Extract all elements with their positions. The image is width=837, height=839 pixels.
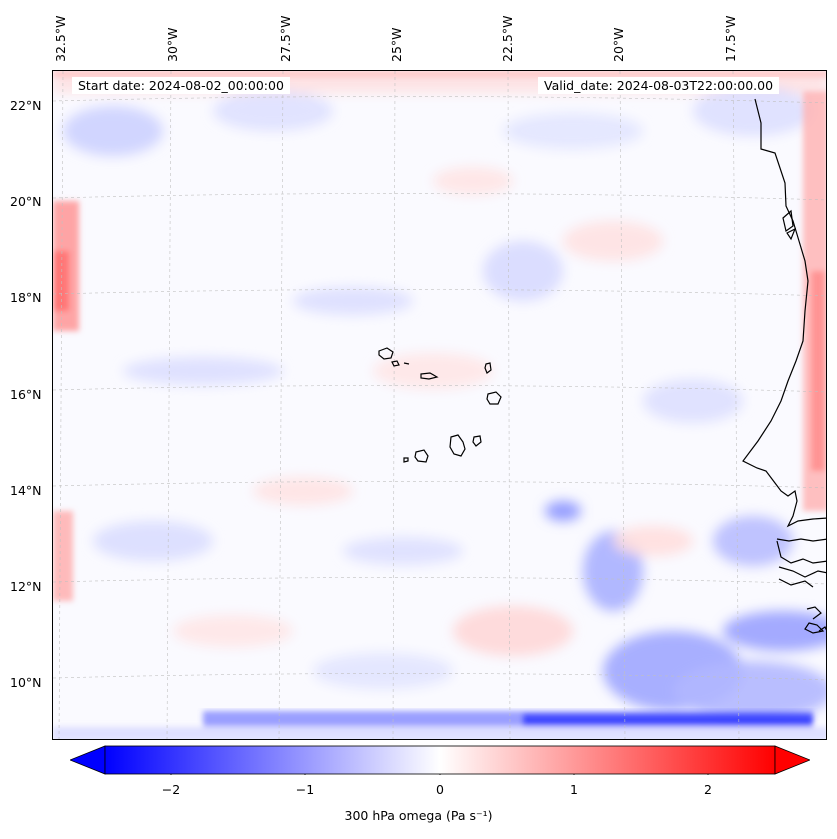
colorbar-tick-minus1: −1	[295, 782, 315, 797]
lon-label-20w: 20°W	[611, 27, 626, 62]
lat-label-22n: 22°N	[10, 98, 42, 113]
omega-field-map	[53, 71, 826, 739]
colorbar-max-extend	[774, 745, 812, 775]
lat-label-12n: 12°N	[10, 579, 42, 594]
lat-label-18n: 18°N	[10, 290, 42, 305]
colorbar	[68, 745, 812, 779]
lat-label-10n: 10°N	[10, 675, 42, 690]
valid-date-label: Valid_date: 2024-08-03T22:00:00.00	[538, 77, 780, 94]
colorbar-min-extend	[68, 745, 106, 775]
map-panel	[52, 70, 827, 740]
colorbar-tick-minus2: −2	[161, 782, 181, 797]
colorbar-tick-1: 1	[570, 782, 578, 797]
african-coastline	[742, 98, 826, 634]
lat-label-20n: 20°N	[10, 194, 42, 209]
lon-label-32-5w: 32.5°W	[53, 15, 68, 62]
omega-contours	[53, 71, 826, 721]
lon-label-25w: 25°W	[389, 27, 404, 62]
lon-label-22-5w: 22.5°W	[500, 15, 515, 62]
lat-label-16n: 16°N	[10, 387, 42, 402]
colorbar-tick-2: 2	[704, 782, 712, 797]
boundary-strips	[53, 71, 826, 601]
cape-verde-islands	[378, 347, 502, 463]
lat-label-14n: 14°N	[10, 483, 42, 498]
colorbar-svg	[68, 745, 812, 779]
lon-label-30w: 30°W	[165, 27, 180, 62]
colorbar-gradient	[104, 745, 776, 775]
bottom-blue-band	[53, 711, 826, 739]
graticule	[53, 71, 826, 739]
lon-label-17-5w: 17.5°W	[723, 15, 738, 62]
colorbar-tick-0: 0	[436, 782, 444, 797]
lon-label-27-5w: 27.5°W	[278, 15, 293, 62]
start-date-label: Start date: 2024-08-02_00:00:00	[72, 77, 290, 94]
colorbar-title: 300 hPa omega (Pa s⁻¹)	[344, 808, 493, 823]
